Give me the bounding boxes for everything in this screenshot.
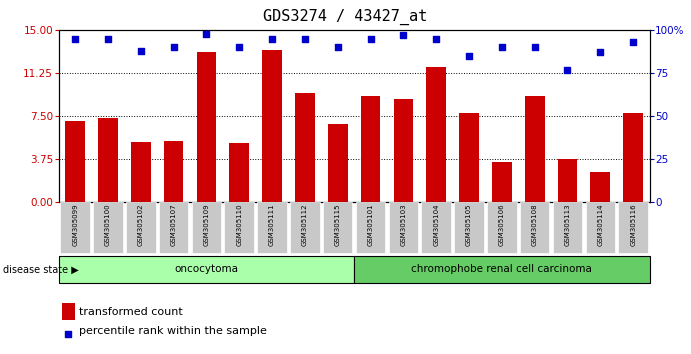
- FancyBboxPatch shape: [354, 256, 650, 284]
- Text: GSM305106: GSM305106: [499, 203, 505, 246]
- Bar: [328, 124, 348, 202]
- Point: [627, 39, 638, 45]
- Bar: [558, 159, 577, 202]
- Point: [365, 36, 376, 41]
- Text: GSM305116: GSM305116: [630, 203, 636, 246]
- FancyBboxPatch shape: [487, 202, 517, 253]
- Bar: [393, 99, 413, 202]
- Bar: [426, 67, 446, 202]
- FancyBboxPatch shape: [454, 202, 484, 253]
- Point: [430, 36, 442, 41]
- Text: GSM305105: GSM305105: [466, 203, 472, 246]
- Text: GSM305107: GSM305107: [171, 203, 177, 246]
- Point: [299, 36, 310, 41]
- Text: GSM305109: GSM305109: [203, 203, 209, 246]
- Bar: [262, 50, 282, 202]
- Bar: [459, 113, 479, 202]
- FancyBboxPatch shape: [257, 202, 287, 253]
- Text: GSM305100: GSM305100: [105, 203, 111, 246]
- Text: GSM305114: GSM305114: [597, 203, 603, 246]
- FancyBboxPatch shape: [553, 202, 583, 253]
- Bar: [524, 97, 545, 202]
- Text: GSM305108: GSM305108: [531, 203, 538, 246]
- Text: GSM305102: GSM305102: [138, 203, 144, 246]
- Point: [464, 53, 475, 59]
- Bar: [98, 118, 117, 202]
- Text: disease state ▶: disease state ▶: [3, 264, 79, 274]
- Point: [529, 45, 540, 50]
- Point: [234, 45, 245, 50]
- Point: [496, 45, 507, 50]
- Point: [102, 36, 113, 41]
- FancyBboxPatch shape: [59, 256, 354, 284]
- Text: GSM305103: GSM305103: [400, 203, 406, 246]
- FancyBboxPatch shape: [126, 202, 155, 253]
- Bar: [590, 172, 610, 202]
- Text: GSM305110: GSM305110: [236, 203, 243, 246]
- Text: percentile rank within the sample: percentile rank within the sample: [79, 326, 267, 336]
- FancyBboxPatch shape: [60, 202, 90, 253]
- FancyBboxPatch shape: [290, 202, 320, 253]
- Point: [267, 36, 278, 41]
- Bar: [131, 142, 151, 202]
- Point: [332, 45, 343, 50]
- Text: transformed count: transformed count: [79, 307, 183, 317]
- Text: GSM305112: GSM305112: [302, 203, 308, 246]
- FancyBboxPatch shape: [159, 202, 189, 253]
- Point: [595, 50, 606, 55]
- Point: [120, 272, 131, 278]
- Text: GSM305111: GSM305111: [269, 203, 275, 246]
- Point: [70, 36, 81, 41]
- Bar: [623, 113, 643, 202]
- FancyBboxPatch shape: [422, 202, 451, 253]
- FancyBboxPatch shape: [520, 202, 549, 253]
- Text: GSM305099: GSM305099: [72, 203, 78, 246]
- Bar: [65, 120, 85, 202]
- Bar: [196, 52, 216, 202]
- Text: GDS3274 / 43427_at: GDS3274 / 43427_at: [263, 9, 428, 25]
- Bar: [229, 143, 249, 202]
- Bar: [164, 141, 183, 202]
- Text: GSM305115: GSM305115: [334, 203, 341, 246]
- Text: oncocytoma: oncocytoma: [174, 264, 238, 274]
- FancyBboxPatch shape: [356, 202, 386, 253]
- FancyBboxPatch shape: [191, 202, 221, 253]
- FancyBboxPatch shape: [93, 202, 123, 253]
- Point: [168, 45, 179, 50]
- Text: GSM305104: GSM305104: [433, 203, 439, 246]
- FancyBboxPatch shape: [225, 202, 254, 253]
- Bar: [492, 162, 511, 202]
- Bar: [295, 93, 314, 202]
- Bar: [361, 97, 380, 202]
- Text: chromophobe renal cell carcinoma: chromophobe renal cell carcinoma: [411, 264, 592, 274]
- Text: GSM305113: GSM305113: [565, 203, 571, 246]
- Point: [201, 31, 212, 36]
- Point: [135, 48, 146, 53]
- FancyBboxPatch shape: [585, 202, 615, 253]
- Point: [562, 67, 573, 73]
- Text: GSM305101: GSM305101: [368, 203, 374, 246]
- FancyBboxPatch shape: [388, 202, 418, 253]
- FancyBboxPatch shape: [618, 202, 648, 253]
- FancyBboxPatch shape: [323, 202, 352, 253]
- Point: [398, 33, 409, 38]
